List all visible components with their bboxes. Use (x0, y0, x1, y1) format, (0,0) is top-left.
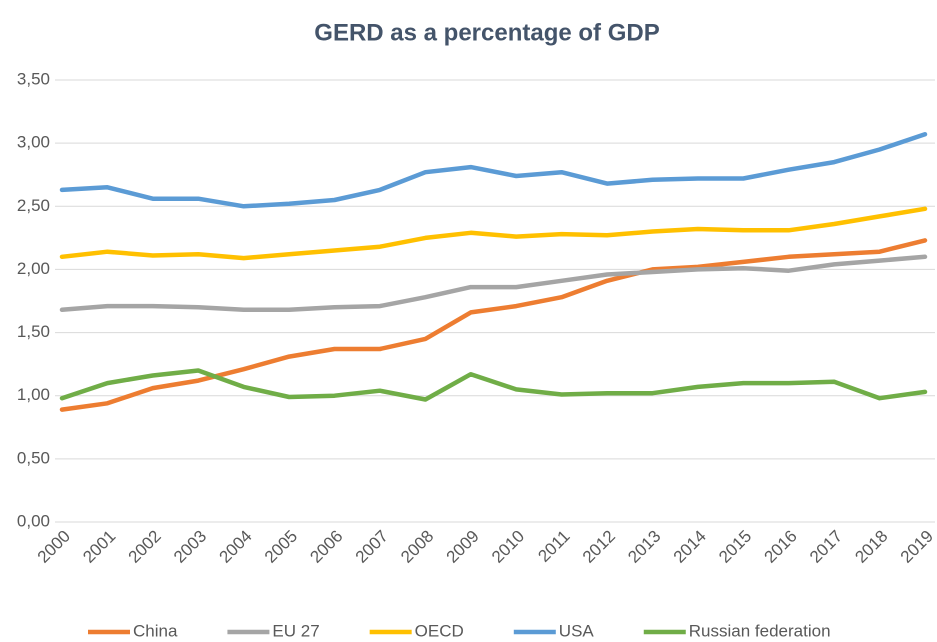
x-tick-label: 2005 (261, 527, 301, 567)
y-tick-label: 1,00 (17, 385, 50, 404)
y-tick-label: 2,50 (17, 196, 50, 215)
y-tick-label: 3,00 (17, 133, 50, 152)
x-tick-label: 2017 (806, 527, 846, 567)
series-line (59, 132, 928, 209)
legend-label: EU 27 (272, 621, 319, 640)
y-tick-label: 1,50 (17, 322, 50, 341)
x-tick-label: 2008 (397, 527, 437, 567)
x-tick-label: 2012 (579, 527, 619, 567)
x-tick-label: 2016 (761, 527, 801, 567)
y-tick-label: 0,00 (17, 511, 50, 530)
x-tick-label: 2003 (170, 527, 210, 567)
chart-title: GERD as a percentage of GDP (314, 19, 659, 46)
x-tick-label: 2010 (488, 527, 528, 567)
x-tick-label: 2018 (851, 527, 891, 567)
legend-label: OECD (415, 621, 464, 640)
series-line (59, 368, 928, 402)
x-tick-label: 2002 (125, 527, 165, 567)
x-tick-label: 2015 (715, 527, 755, 567)
y-tick-label: 3,50 (17, 69, 50, 88)
x-tick-label: 2019 (897, 527, 937, 567)
series-line (59, 206, 928, 261)
legend-label: China (133, 621, 178, 640)
x-tick-label: 2007 (352, 527, 392, 567)
x-tick-label: 2013 (624, 527, 664, 567)
x-tick-label: 2001 (79, 527, 119, 567)
series-line (59, 238, 928, 412)
legend-label: Russian federation (689, 621, 831, 640)
x-tick-label: 2009 (443, 527, 483, 567)
series-line (59, 254, 928, 313)
y-tick-label: 2,00 (17, 259, 50, 278)
x-tick-label: 2004 (216, 527, 256, 567)
x-tick-label: 2006 (306, 527, 346, 567)
x-tick-label: 2011 (534, 527, 573, 566)
y-tick-label: 0,50 (17, 448, 50, 467)
legend-label: USA (559, 621, 595, 640)
x-tick-label: 2000 (34, 527, 74, 567)
x-tick-label: 2014 (670, 527, 710, 567)
